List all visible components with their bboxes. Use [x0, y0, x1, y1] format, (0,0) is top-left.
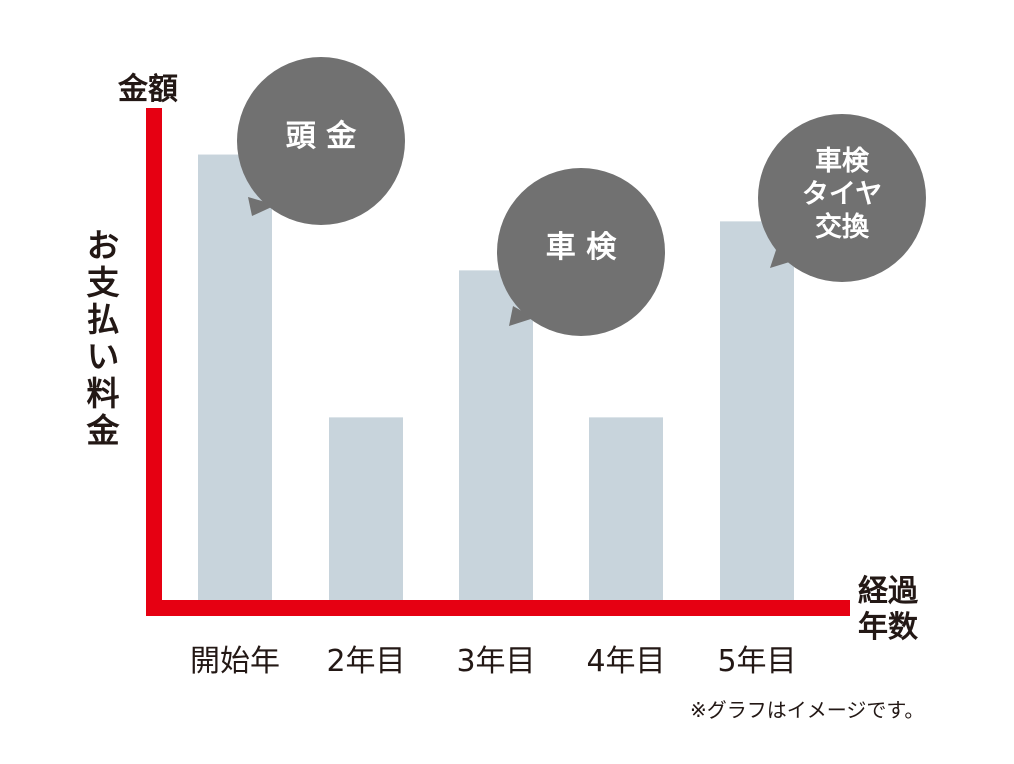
y-axis-label: お支払い料金	[81, 228, 120, 450]
chart-note: ※グラフはイメージです。	[690, 698, 925, 722]
annotation-text-3-line-3: 交換	[815, 211, 869, 243]
x-axis-title-line-2: 年数	[858, 610, 918, 645]
x-tick-label-2: 2年目	[326, 644, 406, 679]
bar-3	[459, 270, 533, 600]
annotation-bubble-2	[497, 168, 665, 336]
bars	[198, 154, 794, 600]
annotation-text-2-line-1: 車 検	[545, 230, 617, 265]
annotation-text-1: 頭 金	[241, 117, 401, 157]
x-tick-label-3: 3年目	[456, 644, 536, 679]
annotation-bubble-tail-2	[509, 306, 534, 326]
x-axis-title: 経過 年数	[858, 574, 938, 646]
x-tick-label-1: 開始年	[190, 644, 280, 679]
annotation-bubbles	[237, 57, 926, 336]
x-axis-title-line-1: 経過	[858, 574, 918, 609]
bar-4	[589, 417, 663, 600]
y-axis-title: 金額	[118, 72, 178, 107]
annotation-text-3: 車検 タイヤ 交換	[762, 145, 922, 244]
annotation-text-2: 車 検	[501, 228, 661, 268]
x-axis-line	[146, 600, 850, 616]
annotation-text-1-line-1: 頭 金	[285, 119, 357, 154]
y-axis-line	[146, 108, 162, 616]
axes	[146, 108, 850, 616]
annotation-bubble-tail-1	[248, 197, 276, 216]
bar-2	[329, 417, 403, 600]
annotation-bubble-1	[237, 57, 405, 225]
x-tick-label-5: 5年目	[717, 644, 797, 679]
x-tick-label-4: 4年目	[586, 644, 666, 679]
annotation-text-3-line-2: タイヤ	[801, 178, 883, 210]
bar-1	[198, 154, 272, 600]
annotation-bubble-tail-3	[770, 250, 796, 268]
annotation-text-3-line-1: 車検	[815, 145, 869, 177]
bar-5	[720, 221, 794, 600]
annotation-bubble-3	[758, 114, 926, 282]
